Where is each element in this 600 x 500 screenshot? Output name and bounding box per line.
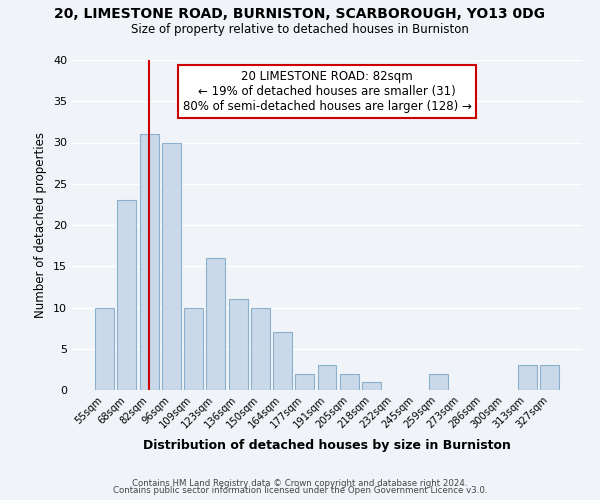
Bar: [540, 365, 559, 390]
Y-axis label: Number of detached properties: Number of detached properties: [34, 132, 47, 318]
Text: Contains HM Land Registry data © Crown copyright and database right 2024.: Contains HM Land Registry data © Crown c…: [132, 478, 468, 488]
Bar: [206, 258, 225, 390]
Bar: [140, 134, 158, 390]
Text: 20 LIMESTONE ROAD: 82sqm
← 19% of detached houses are smaller (31)
80% of semi-d: 20 LIMESTONE ROAD: 82sqm ← 19% of detach…: [182, 70, 472, 113]
Bar: [184, 308, 203, 390]
Bar: [518, 365, 536, 390]
Bar: [95, 308, 114, 390]
Bar: [429, 374, 448, 390]
Bar: [317, 365, 337, 390]
Text: Size of property relative to detached houses in Burniston: Size of property relative to detached ho…: [131, 22, 469, 36]
Bar: [251, 308, 270, 390]
Text: 20, LIMESTONE ROAD, BURNISTON, SCARBOROUGH, YO13 0DG: 20, LIMESTONE ROAD, BURNISTON, SCARBOROU…: [55, 8, 545, 22]
Text: Contains public sector information licensed under the Open Government Licence v3: Contains public sector information licen…: [113, 486, 487, 495]
Bar: [295, 374, 314, 390]
Bar: [162, 142, 181, 390]
Bar: [118, 200, 136, 390]
X-axis label: Distribution of detached houses by size in Burniston: Distribution of detached houses by size …: [143, 439, 511, 452]
Bar: [273, 332, 292, 390]
Bar: [340, 374, 359, 390]
Bar: [362, 382, 381, 390]
Bar: [229, 299, 248, 390]
